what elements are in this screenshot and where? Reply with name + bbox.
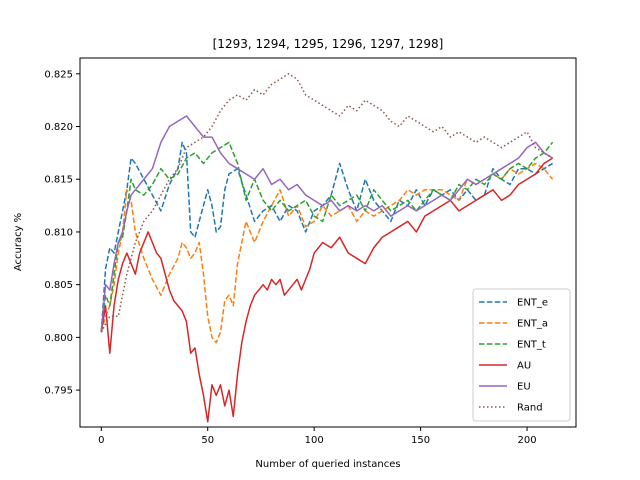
series-line-ent-t: [100, 141, 554, 333]
x-axis-title: Number of queried instances: [255, 459, 400, 470]
chart-title: [1293, 1294, 1295, 1296, 1297, 1298]: [213, 37, 444, 51]
series-layer: [100, 73, 554, 423]
axes: 0 50 100 150 200 0.795 0.800 0.805 0.810 0.815 0.8…: [44, 69, 536, 446]
legend-label: Rand: [517, 403, 543, 414]
legend-label: ENT_e: [517, 298, 548, 309]
plot-frame: [79, 57, 577, 428]
y-tick-label: 0.795: [44, 386, 73, 397]
legend-label: ENT_t: [517, 340, 546, 351]
series-line-au: [100, 157, 553, 423]
legend-box: [472, 288, 571, 422]
y-tick-label: 0.815: [44, 175, 73, 186]
y-tick-label: 0.820: [44, 122, 73, 133]
x-tick-label: 0: [98, 435, 104, 446]
series-line-rand: [100, 73, 553, 333]
x-tick-label: 200: [517, 435, 536, 446]
y-tick-label: 0.805: [44, 280, 73, 291]
x-tick-label: 50: [201, 435, 214, 446]
series-line-ent-e: [100, 141, 553, 333]
legend: ENT_e ENT_a ENT_t AU EU Rand: [472, 288, 571, 422]
series-line-eu: [100, 115, 553, 333]
x-tick-label: 150: [411, 435, 430, 446]
y-tick-label: 0.800: [44, 333, 73, 344]
legend-label: AU: [517, 361, 531, 372]
y-tick-label: 0.825: [44, 69, 73, 80]
series-line-ent-a: [100, 162, 554, 344]
y-tick-label: 0.810: [44, 227, 73, 238]
y-axis-title: Accuracy %: [13, 213, 24, 271]
legend-label: EU: [517, 382, 531, 393]
legend-label: ENT_a: [517, 319, 548, 330]
x-tick-label: 100: [305, 435, 324, 446]
